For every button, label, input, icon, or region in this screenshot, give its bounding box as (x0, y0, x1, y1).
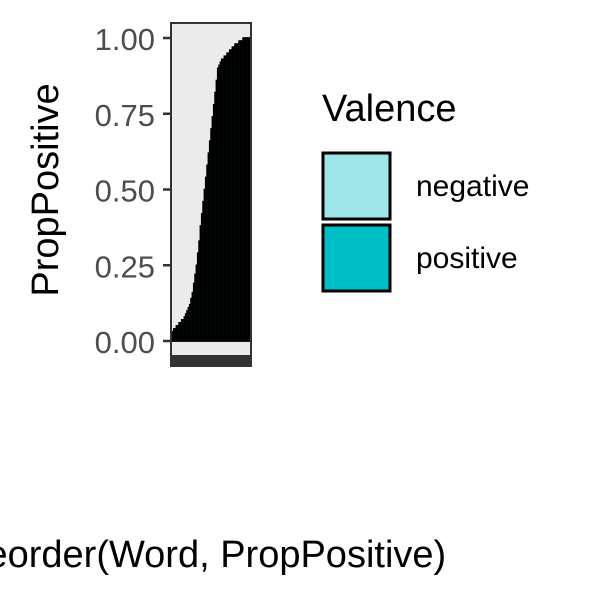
y-axis: 0.00 0.25 0.50 0.75 1.00 (95, 22, 171, 360)
x-axis-ticks (170, 355, 252, 366)
x-axis-label: reorder(Word, PropPositive) (0, 534, 446, 576)
legend-key-positive (321, 223, 392, 293)
y-tick-label: 1.00 (95, 22, 155, 57)
legend-title: Valence (322, 88, 457, 130)
y-tick-label: 0.75 (95, 98, 155, 133)
y-axis-label: PropPositive (25, 83, 67, 296)
bars-group (170, 37, 252, 342)
y-tick-label: 0.00 (95, 325, 155, 360)
legend-label-positive: positive (416, 242, 518, 275)
legend-key-negative (321, 151, 392, 221)
legend: Valence negative positive (321, 88, 529, 293)
y-tick-label: 0.50 (95, 174, 155, 209)
y-tick-label: 0.25 (95, 249, 155, 284)
legend-label-negative: negative (416, 170, 529, 203)
